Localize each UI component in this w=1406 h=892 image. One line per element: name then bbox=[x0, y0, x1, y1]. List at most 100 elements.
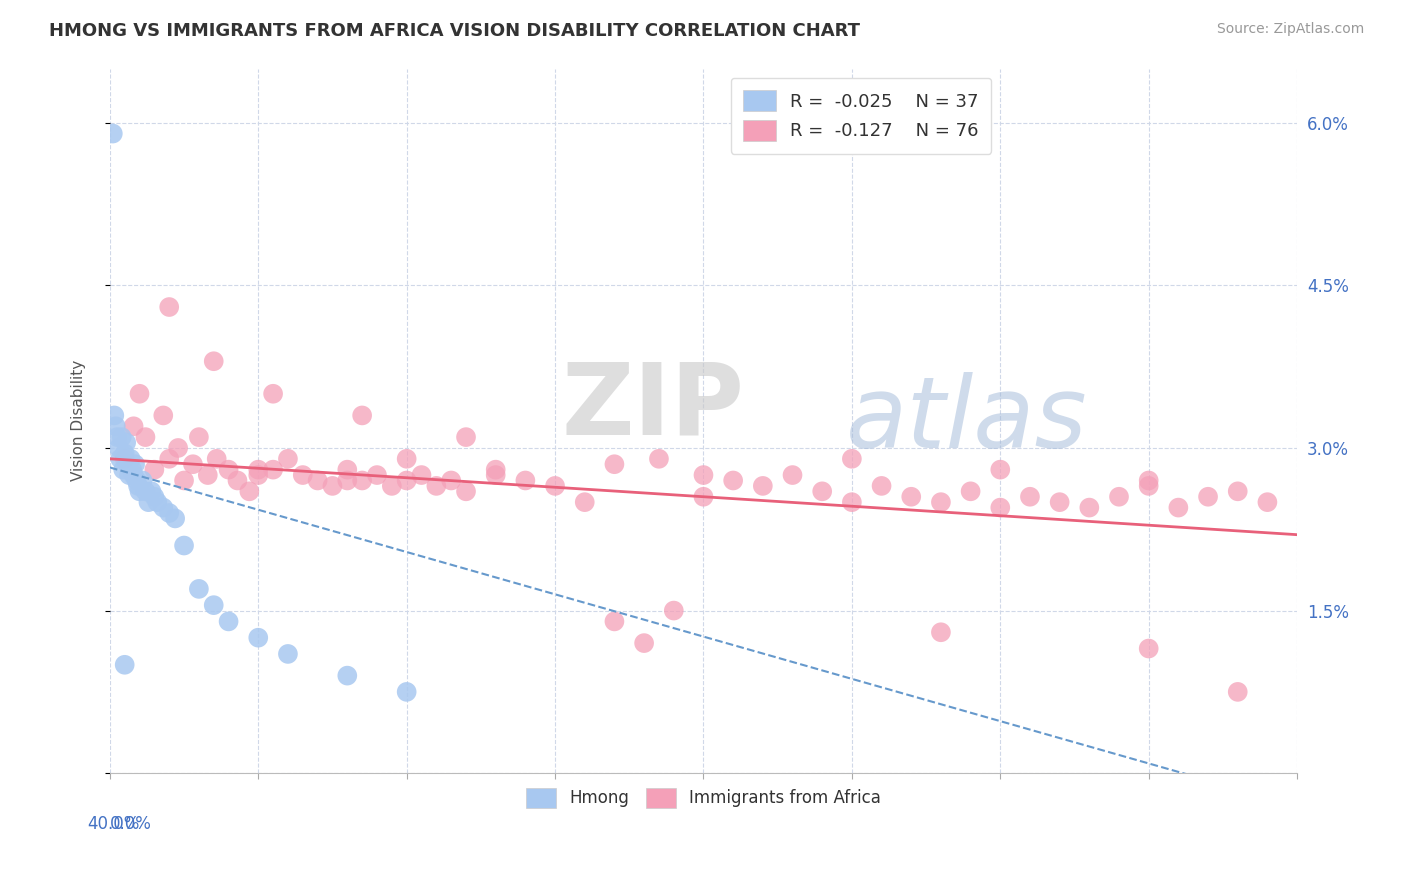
Point bbox=[218, 615, 240, 629]
Point bbox=[117, 457, 139, 471]
Point bbox=[115, 435, 138, 450]
Point bbox=[381, 479, 404, 493]
Point bbox=[544, 479, 567, 493]
Y-axis label: Vision Disability: Vision Disability bbox=[72, 360, 86, 482]
Point bbox=[128, 386, 150, 401]
Point bbox=[138, 495, 160, 509]
Point bbox=[124, 457, 146, 471]
Point bbox=[165, 511, 187, 525]
Point bbox=[247, 631, 270, 645]
Point bbox=[173, 539, 195, 553]
Point bbox=[782, 468, 804, 483]
Point bbox=[307, 474, 329, 488]
Point bbox=[181, 457, 204, 471]
Point bbox=[157, 300, 180, 314]
Point bbox=[752, 479, 775, 493]
Point bbox=[146, 495, 169, 509]
Text: atlas: atlas bbox=[846, 372, 1088, 469]
Point bbox=[336, 668, 359, 682]
Point bbox=[633, 636, 655, 650]
Point bbox=[395, 685, 418, 699]
Point bbox=[1167, 500, 1189, 515]
Text: 0.0%: 0.0% bbox=[110, 815, 152, 833]
Point bbox=[187, 430, 209, 444]
Point bbox=[1137, 641, 1160, 656]
Point bbox=[277, 647, 299, 661]
Point bbox=[197, 468, 219, 483]
Point bbox=[114, 451, 136, 466]
Point bbox=[205, 451, 228, 466]
Point bbox=[515, 474, 537, 488]
Text: HMONG VS IMMIGRANTS FROM AFRICA VISION DISABILITY CORRELATION CHART: HMONG VS IMMIGRANTS FROM AFRICA VISION D… bbox=[49, 22, 860, 40]
Point bbox=[262, 463, 284, 477]
Text: 40.0%: 40.0% bbox=[87, 815, 139, 833]
Point bbox=[118, 468, 141, 483]
Point bbox=[988, 463, 1011, 477]
Point bbox=[143, 463, 166, 477]
Point bbox=[485, 463, 508, 477]
Point bbox=[1226, 484, 1249, 499]
Point bbox=[157, 506, 180, 520]
Point bbox=[352, 409, 374, 423]
Point bbox=[395, 474, 418, 488]
Point bbox=[692, 468, 714, 483]
Point bbox=[841, 451, 863, 466]
Point bbox=[128, 484, 150, 499]
Point bbox=[336, 474, 359, 488]
Point bbox=[262, 386, 284, 401]
Point bbox=[321, 479, 343, 493]
Point bbox=[167, 441, 190, 455]
Point bbox=[134, 484, 156, 499]
Point bbox=[1137, 479, 1160, 493]
Point bbox=[395, 451, 418, 466]
Point bbox=[870, 479, 893, 493]
Point bbox=[111, 430, 134, 444]
Point bbox=[454, 484, 477, 499]
Point bbox=[1078, 500, 1101, 515]
Point bbox=[103, 409, 125, 423]
Point bbox=[202, 354, 225, 368]
Point bbox=[841, 495, 863, 509]
Point bbox=[721, 474, 744, 488]
Point bbox=[152, 409, 174, 423]
Point bbox=[662, 603, 685, 617]
Point bbox=[485, 468, 508, 483]
Point bbox=[929, 495, 952, 509]
Point bbox=[425, 479, 447, 493]
Point bbox=[411, 468, 433, 483]
Point bbox=[141, 484, 163, 499]
Point bbox=[366, 468, 388, 483]
Point bbox=[104, 419, 127, 434]
Point bbox=[105, 430, 128, 444]
Point bbox=[1197, 490, 1219, 504]
Point bbox=[929, 625, 952, 640]
Point bbox=[959, 484, 981, 499]
Point bbox=[143, 490, 166, 504]
Point bbox=[291, 468, 314, 483]
Point bbox=[603, 457, 626, 471]
Point bbox=[692, 490, 714, 504]
Point bbox=[101, 127, 124, 141]
Point bbox=[1226, 685, 1249, 699]
Point bbox=[152, 500, 174, 515]
Point bbox=[277, 451, 299, 466]
Point bbox=[226, 474, 249, 488]
Point bbox=[238, 484, 260, 499]
Text: ZIP: ZIP bbox=[561, 359, 744, 455]
Point bbox=[187, 582, 209, 596]
Point bbox=[336, 463, 359, 477]
Point bbox=[440, 474, 463, 488]
Point bbox=[900, 490, 922, 504]
Point bbox=[107, 441, 129, 455]
Point bbox=[134, 430, 156, 444]
Point bbox=[173, 474, 195, 488]
Point bbox=[1049, 495, 1071, 509]
Point bbox=[122, 468, 145, 483]
Point bbox=[247, 463, 270, 477]
Point bbox=[110, 451, 132, 466]
Point bbox=[352, 474, 374, 488]
Legend: Hmong, Immigrants from Africa: Hmong, Immigrants from Africa bbox=[519, 781, 887, 814]
Point bbox=[127, 479, 149, 493]
Point bbox=[247, 468, 270, 483]
Point bbox=[218, 463, 240, 477]
